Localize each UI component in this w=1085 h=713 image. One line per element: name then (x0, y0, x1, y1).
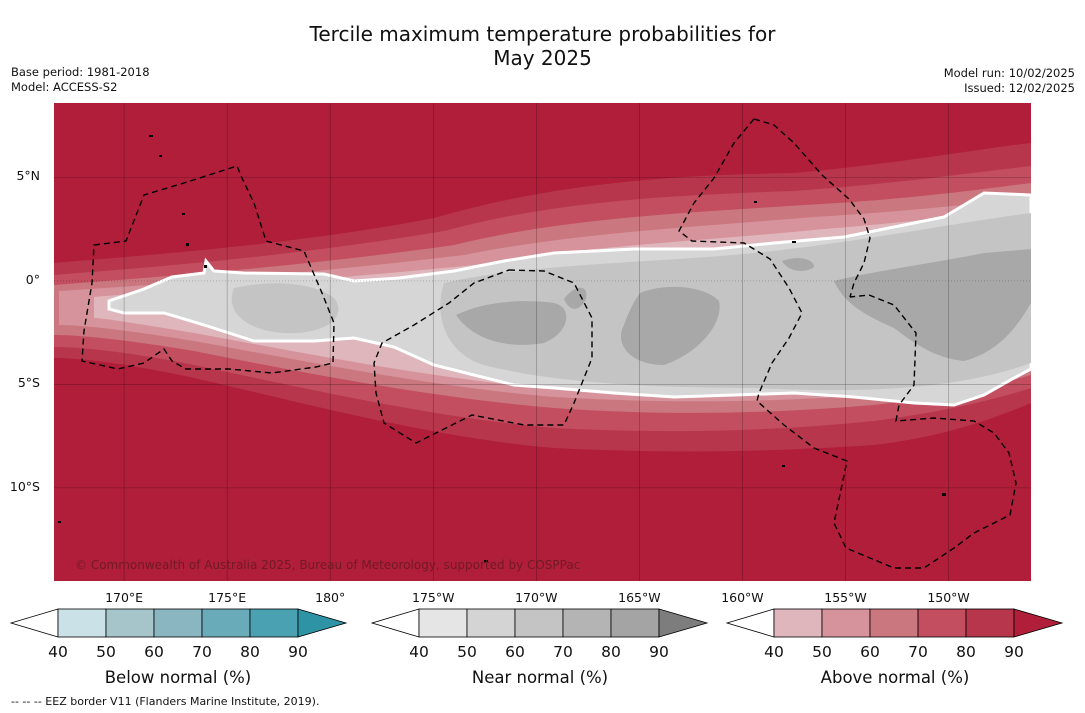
colorbar-segment (514, 608, 564, 638)
near-normal-60-patch (231, 283, 339, 334)
eez-border-line-islands (678, 118, 1017, 569)
colorbar-segment (869, 608, 919, 638)
colorbar-segment (153, 608, 203, 638)
colorbar-tick-label: 90 (288, 643, 308, 661)
eez-border-tuvalu (81, 165, 335, 374)
title-line-1: Tercile maximum temperature probabilitie… (309, 22, 776, 46)
title-line-2: May 2025 (493, 46, 592, 70)
longitude-tick-label: 155°W (824, 590, 867, 605)
colorbar-segment (105, 608, 155, 638)
colorbar-tick-label: 50 (96, 643, 116, 661)
near-normal-70-patch (564, 287, 587, 309)
colorbar-above-normal (726, 608, 1064, 638)
colorbar-tick-label: 50 (457, 643, 477, 661)
longitude-tick-label: 160°W (721, 590, 764, 605)
longitude-tick-label: 165°W (618, 590, 661, 605)
latitude-tick-label: 10°S (9, 478, 40, 494)
colorbar-title-below: Below normal (%) (104, 668, 252, 687)
eez-footer-note: -- -- -- EEZ border V11 (Flanders Marine… (11, 695, 320, 708)
colorbar-segment (610, 608, 660, 638)
longitude-tick-label: 175°W (412, 590, 455, 605)
island (792, 241, 796, 243)
island (149, 135, 153, 137)
colorbar-tick-label: 40 (48, 643, 68, 661)
island (782, 465, 785, 467)
colorbar-segment (249, 608, 299, 638)
island (186, 243, 189, 246)
colorbar-tick-label: 70 (553, 643, 573, 661)
colorbar-below-normal (10, 608, 348, 638)
near-normal-60-patch (440, 213, 1031, 391)
colorbar-right-extend (297, 608, 348, 638)
colorbar-segment (917, 608, 967, 638)
probability-map (54, 103, 1031, 581)
issued-date: Issued: 12/02/2025 (964, 81, 1075, 95)
model-name: Model: ACCESS-S2 (11, 80, 118, 94)
island (159, 155, 162, 157)
near-normal-70-patch (620, 286, 720, 365)
model-run: Model run: 10/02/2025 (943, 66, 1075, 80)
latitude-tick-label: 5°S (17, 375, 40, 391)
longitude-tick-label: 150°W (927, 590, 970, 605)
colorbar-tick-label: 40 (764, 643, 784, 661)
colorbar-tick-label: 70 (908, 643, 928, 661)
near-normal-70-patch (456, 301, 567, 345)
colorbar-tick-label: 50 (812, 643, 832, 661)
latitude-tick-label: 0° (25, 271, 40, 287)
colorbar-left-extend (726, 608, 775, 638)
colorbar-segment (201, 608, 251, 638)
meta-left: Base period: 1981-2018 Model: ACCESS-S2 (11, 65, 150, 95)
colorbar-segment (965, 608, 1015, 638)
colorbar-tick-label: 90 (649, 643, 669, 661)
colorbar-title-above: Above normal (%) (820, 668, 970, 687)
eez-border-phoenix (373, 269, 593, 444)
colorbar-tick-label: 90 (1004, 643, 1024, 661)
near-normal-70-patch (782, 258, 814, 271)
eez-borders (81, 118, 1017, 569)
island (484, 560, 488, 562)
islands (58, 135, 946, 562)
island (942, 493, 946, 496)
colorbar-tick-label: 80 (240, 643, 260, 661)
map-grid (54, 103, 1031, 581)
colorbar-segment (418, 608, 468, 638)
colorbar-segment (562, 608, 612, 638)
eez-border-line-islands-north (753, 118, 871, 298)
copyright-notice: © Commonwealth of Australia 2025, Bureau… (75, 558, 581, 572)
colorbar-segment (821, 608, 871, 638)
island (204, 265, 207, 268)
colorbar-tick-label: 80 (956, 643, 976, 661)
colorbar-tick-label: 60 (505, 643, 525, 661)
colorbar-left-extend (10, 608, 59, 638)
near-normal-70-patch (834, 249, 1031, 361)
chart-title: Tercile maximum temperature probabilitie… (0, 22, 1085, 70)
colorbar-right-extend (1013, 608, 1064, 638)
base-period: Base period: 1981-2018 (11, 65, 150, 79)
longitude-tick-label: 170°W (515, 590, 558, 605)
colorbar-left-extend (371, 608, 420, 638)
longitude-tick-label: 175°E (208, 590, 247, 605)
colorbar-tick-label: 60 (144, 643, 164, 661)
latitude-tick-label: 5°N (16, 168, 40, 184)
colorbar-segment (57, 608, 107, 638)
island (182, 213, 185, 215)
meta-right: Model run: 10/02/2025 Issued: 12/02/2025 (944, 66, 1075, 96)
longitude-tick-label: 170°E (105, 590, 144, 605)
colorbar-title-near: Near normal (%) (471, 668, 609, 687)
colorbar-tick-label: 80 (601, 643, 621, 661)
colorbar-right-extend (658, 608, 709, 638)
island (58, 521, 61, 523)
colorbar-near-normal (371, 608, 709, 638)
colorbar-tick-label: 70 (192, 643, 212, 661)
colorbar-segment (466, 608, 516, 638)
colorbar-tick-label: 40 (409, 643, 429, 661)
island (754, 201, 757, 203)
colorbar-segment (773, 608, 823, 638)
colorbar-tick-label: 60 (860, 643, 880, 661)
longitude-tick-label: 180° (315, 590, 346, 605)
